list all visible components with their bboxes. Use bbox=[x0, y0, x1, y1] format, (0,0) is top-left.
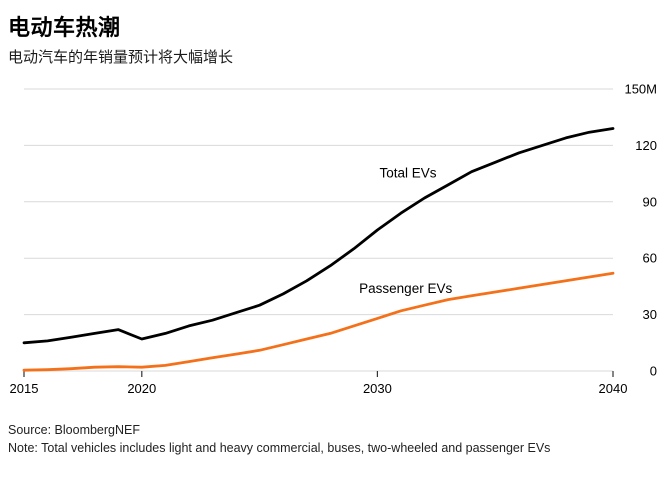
note-text: Note: Total vehicles includes light and … bbox=[8, 441, 551, 455]
series-line-passenger-evs bbox=[22, 271, 615, 372]
chart-footer: Source: BloombergNEF Note: Total vehicle… bbox=[8, 423, 659, 455]
x-tick-label: 2015 bbox=[10, 381, 39, 396]
y-tick-label: 150M bbox=[624, 82, 657, 97]
x-tick-label: 2040 bbox=[599, 381, 628, 396]
x-tick-label: 2020 bbox=[127, 381, 156, 396]
page-subtitle: 电动汽车的年销量预计将大幅增长 bbox=[8, 49, 234, 66]
y-tick-label: 60 bbox=[643, 251, 657, 266]
y-tick-label: 30 bbox=[643, 307, 657, 322]
series-label: Total EVs bbox=[379, 165, 436, 180]
series-line-total-evs bbox=[22, 127, 615, 345]
ev-sales-chart: 0 30 60 90 120 150M 2015 2020 2030 2040 Total EVs P… bbox=[8, 77, 659, 409]
y-tick-label: 90 bbox=[643, 194, 657, 209]
chart-page: 电动车热潮 电动汽车的年销量预计将大幅增长 0 30 60 90 120 150M 2015… bbox=[8, 15, 659, 455]
line-chart-canvas: 0 30 60 90 120 150M 2015 2020 2030 2040 Total EVs P… bbox=[10, 82, 657, 397]
x-tick-label: 2030 bbox=[363, 381, 392, 396]
page-title: 电动车热潮 bbox=[8, 15, 121, 40]
y-tick-label: 0 bbox=[650, 364, 657, 379]
y-tick-label: 120 bbox=[635, 138, 657, 153]
series-label: Passenger EVs bbox=[359, 281, 452, 296]
source-text: Source: BloombergNEF bbox=[8, 423, 141, 437]
